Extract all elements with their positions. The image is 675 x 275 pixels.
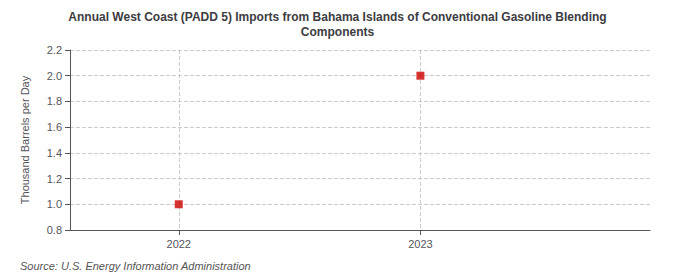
svg-text:Annual West Coast (PADD 5) Imp: Annual West Coast (PADD 5) Imports from … [68,10,606,24]
svg-text:1.6: 1.6 [47,121,62,133]
svg-text:1.4: 1.4 [47,147,62,159]
svg-text:Components: Components [301,25,375,39]
svg-text:0.8: 0.8 [47,224,62,236]
svg-text:Source: U.S. Energy Informatio: Source: U.S. Energy Information Administ… [20,260,251,272]
svg-text:1.2: 1.2 [47,173,62,185]
svg-text:2022: 2022 [167,238,191,250]
svg-text:2.2: 2.2 [47,44,62,56]
svg-text:2023: 2023 [408,238,432,250]
svg-text:1.0: 1.0 [47,198,62,210]
svg-text:Thousand Barrels per Day: Thousand Barrels per Day [19,75,31,204]
svg-text:1.8: 1.8 [47,95,62,107]
svg-text:2.0: 2.0 [47,70,62,82]
